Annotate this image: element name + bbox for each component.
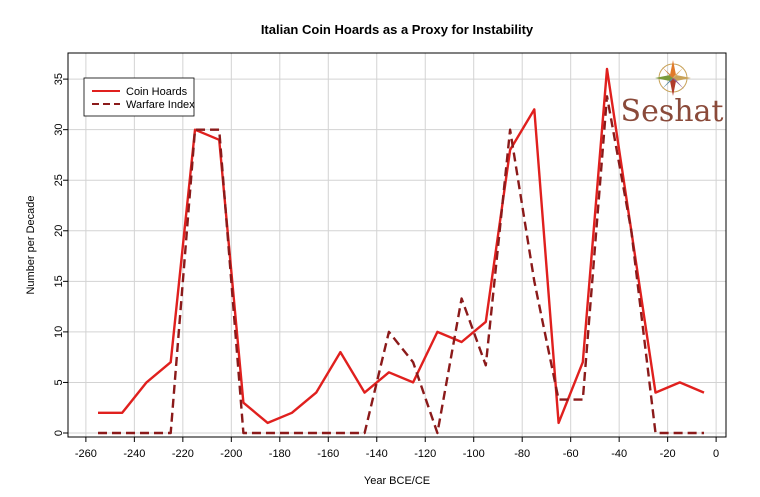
legend: Coin Hoards Warfare Index — [83, 77, 195, 117]
x-tick-label: -60 — [563, 448, 579, 460]
y-axis-label: Number per Decade — [25, 195, 37, 294]
y-tick-label: 30 — [53, 124, 65, 136]
x-tick-label: -140 — [366, 448, 388, 460]
chart-title: Italian Coin Hoards as a Proxy for Insta… — [261, 22, 534, 37]
legend-label-coin-hoards: Coin Hoards — [126, 86, 188, 98]
legend-label-warfare-index: Warfare Index — [126, 99, 195, 111]
series-layer — [98, 67, 705, 435]
y-tick-label: 5 — [53, 379, 65, 385]
x-tick-label: -180 — [269, 448, 291, 460]
y-tick-label: 10 — [53, 326, 65, 338]
x-tick-label: -240 — [123, 448, 145, 460]
legend-box — [83, 77, 195, 117]
series-line-warfare-index — [98, 95, 704, 435]
x-tick-label: -220 — [172, 448, 194, 460]
x-tick-label: -160 — [317, 448, 339, 460]
x-axis-label: Year BCE/CE — [364, 475, 430, 487]
x-tick-label: 0 — [713, 448, 719, 460]
x-tick-label: -40 — [611, 448, 627, 460]
compass-rose-icon — [655, 60, 691, 96]
grid — [68, 53, 726, 437]
y-tick-label: 0 — [53, 430, 65, 436]
x-tick-label: -20 — [660, 448, 676, 460]
x-axis: -260 -240 -220 -200 -180 -160 -140 -120 -100 -80-… — [75, 437, 719, 460]
plot-frame — [67, 52, 727, 438]
series-line-coin-hoards — [98, 67, 705, 425]
y-axis: 0 5 10 15 20 25 30 35 — [53, 73, 68, 436]
x-tick-label: -260 — [75, 448, 97, 460]
y-tick-label: 35 — [53, 73, 65, 85]
logo-text: Seshat — [621, 94, 724, 129]
x-tick-label: -200 — [220, 448, 242, 460]
y-tick-label: 20 — [53, 225, 65, 237]
x-tick-label: -80 — [514, 448, 530, 460]
y-tick-label: 25 — [53, 174, 65, 186]
x-tick-label: -120 — [414, 448, 436, 460]
y-tick-label: 15 — [53, 275, 65, 287]
x-tick-label: -100 — [463, 448, 485, 460]
seshat-logo: Seshat — [621, 60, 724, 129]
